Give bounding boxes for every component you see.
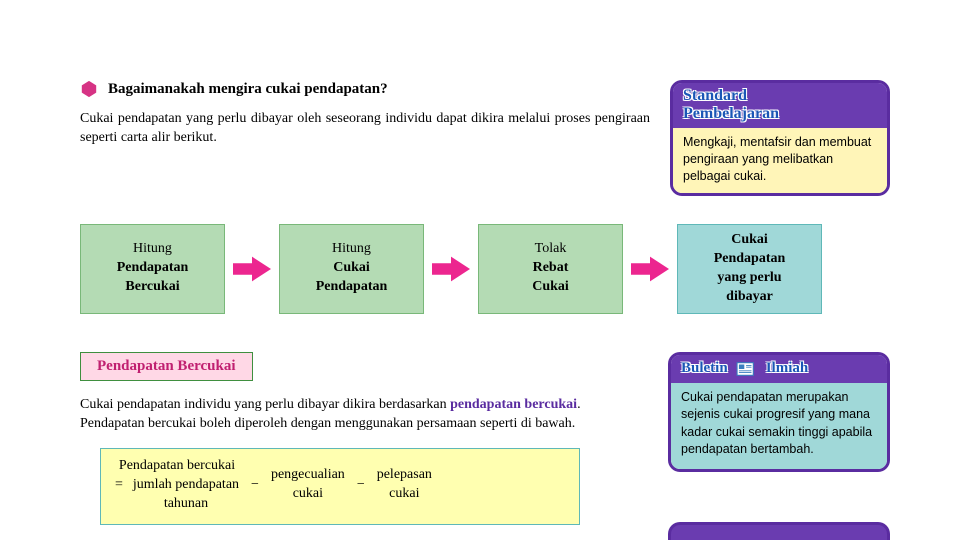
flow-step-4: CukaiPendapatanyang perludibayar xyxy=(677,224,822,314)
flowchart: HitungPendapatanBercukai HitungCukaiPenda… xyxy=(80,224,890,314)
buletin-body: Cukai pendapatan merupakan sejenis cukai… xyxy=(671,383,887,469)
intro-text: Cukai pendapatan yang perlu dibayar oleh… xyxy=(80,110,650,148)
arrow-icon xyxy=(233,254,271,284)
flow-step-1: HitungPendapatanBercukai xyxy=(80,224,225,314)
section-paragraph: Cukai pendapatan individu yang perlu dib… xyxy=(80,395,644,434)
section-title: Pendapatan Bercukai xyxy=(80,352,253,381)
standard-body: Mengkaji, mentafsir dan membuat pengiraa… xyxy=(673,128,887,193)
arrow-icon xyxy=(631,254,669,284)
flow-step-3: TolakRebatCukai xyxy=(478,224,623,314)
standard-box: Standard Pembelajaran Mengkaji, mentafsi… xyxy=(670,80,890,196)
standard-header: Standard Pembelajaran xyxy=(673,83,887,128)
formula-box: Pendapatan bercukai = jumlah pendapatan … xyxy=(100,448,580,525)
buletin-box: Buletin Ilmiah Cukai pendapatan merupaka… xyxy=(668,352,890,472)
newspaper-icon xyxy=(736,360,758,378)
buletin-strip xyxy=(668,522,890,540)
arrow-icon xyxy=(432,254,470,284)
page-title: Bagaimanakah mengira cukai pendapatan? xyxy=(108,81,388,98)
flow-step-2: HitungCukaiPendapatan xyxy=(279,224,424,314)
hexagon-icon xyxy=(80,80,98,98)
buletin-header: Buletin Ilmiah xyxy=(671,355,887,383)
